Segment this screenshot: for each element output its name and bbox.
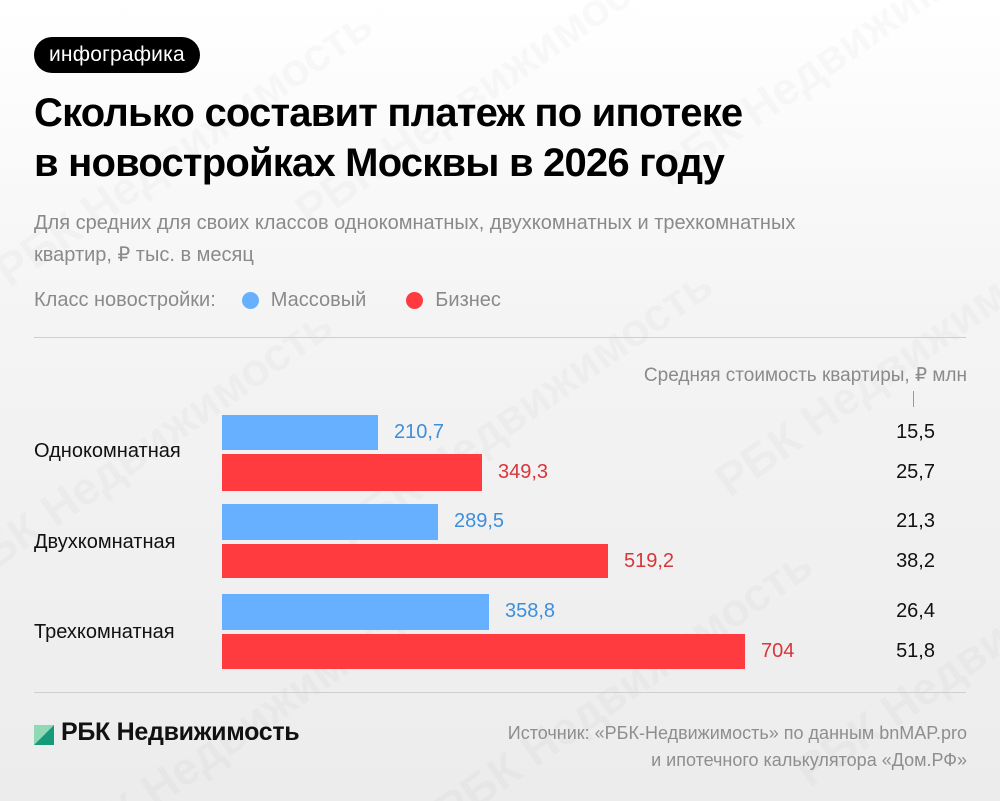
source-line-1: Источник: «РБК-Недвижимость» по данным b…	[507, 723, 967, 743]
divider-top	[34, 337, 966, 338]
infographic-badge: инфографика	[34, 37, 200, 73]
source-line-2: и ипотечного калькулятора «Дом.РФ»	[651, 750, 967, 770]
legend-item-label: Бизнес	[435, 288, 501, 311]
value-label-mass: 358,8	[505, 600, 556, 622]
value-label-business: 349,3	[498, 461, 549, 483]
legend-item-mass: Массовый	[241, 288, 367, 312]
price-mass: 21,3	[896, 510, 935, 532]
bar-business-2room	[222, 544, 608, 578]
rbc-logo-icon	[34, 723, 54, 745]
source-note: Источник: «РБК-Недвижимость» по данным b…	[508, 720, 967, 774]
price-column-header: Средняя стоимость квартиры, ₽ млн	[643, 365, 967, 386]
title-line-1: Сколько составит платеж по ипотеке	[34, 91, 743, 135]
bar-business-3room	[222, 634, 745, 669]
legend-item-label: Массовый	[270, 288, 367, 311]
category-label: Однокомнатная	[34, 440, 181, 462]
value-label-mass: 210,7	[394, 421, 445, 443]
rbc-logo: РБК Недвижимость	[34, 718, 300, 747]
legend-label: Класс новостройки:	[34, 288, 216, 311]
legend-item-business: Бизнес	[406, 289, 501, 312]
price-mass: 15,5	[896, 421, 935, 443]
legend: Класс новостройки: Массовый Бизнес	[34, 285, 501, 315]
value-label-business: 704	[761, 640, 795, 662]
price-mass: 26,4	[896, 600, 935, 622]
bar-business-1room	[222, 454, 482, 491]
legend-dot-icon	[406, 291, 424, 309]
chart-title: Сколько составит платеж по ипотеке в нов…	[34, 88, 974, 188]
bar-mass-1room	[222, 415, 378, 450]
subtitle-line-2: квартир, ₽ тыс. в месяц	[34, 244, 254, 266]
value-label-business: 519,2	[624, 550, 675, 572]
subtitle-line-1: Для средних для своих классов однокомнат…	[34, 212, 796, 234]
legend-dot-icon	[241, 291, 259, 309]
title-line-2: в новостройках Москвы в 2026 году	[34, 141, 725, 185]
bar-mass-2room	[222, 504, 438, 540]
price-business: 25,7	[896, 461, 935, 483]
chart-subtitle: Для средних для своих классов однокомнат…	[34, 207, 974, 271]
category-label: Двухкомнатная	[34, 531, 176, 553]
bar-mass-3room	[222, 594, 489, 630]
divider-bottom	[34, 692, 966, 693]
logo-text: РБК Недвижимость	[61, 718, 300, 746]
value-label-mass: 289,5	[454, 510, 505, 532]
price-business: 51,8	[896, 640, 935, 662]
category-label: Трехкомнатная	[34, 621, 175, 643]
price-column-tick	[913, 391, 914, 407]
price-business: 38,2	[896, 550, 935, 572]
